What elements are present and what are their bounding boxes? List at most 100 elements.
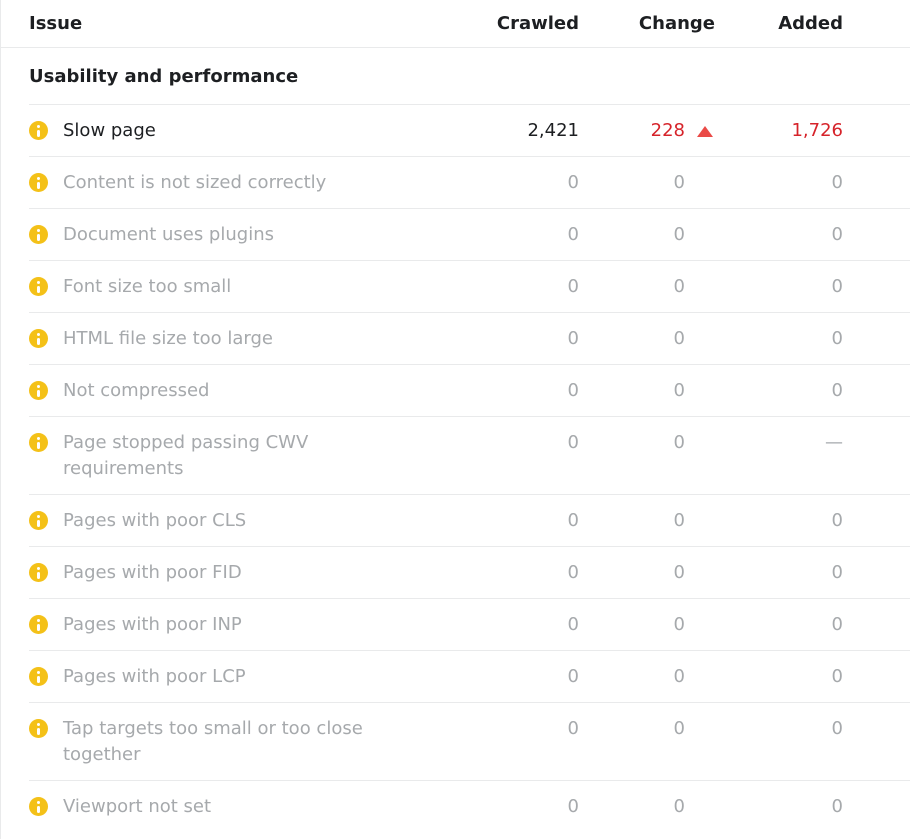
crawled-value: 0 [567, 276, 579, 297]
info-icon[interactable] [29, 511, 48, 530]
issue-label: Page stopped passing CWV requirements [63, 432, 309, 479]
change-value: 0 [673, 666, 685, 687]
info-icon[interactable] [29, 277, 48, 296]
trend-slot [685, 664, 715, 690]
info-icon[interactable] [29, 667, 48, 686]
issue-label: Document uses plugins [63, 224, 274, 245]
crawled-value: 0 [567, 380, 579, 401]
trend-slot [685, 222, 715, 248]
issue-label: Pages with poor FID [63, 562, 242, 583]
crawled-value: 0 [567, 224, 579, 245]
column-header-crawled: Crawled [496, 12, 579, 34]
trend-up-icon [697, 125, 713, 137]
info-icon[interactable] [29, 719, 48, 738]
change-value: 0 [673, 328, 685, 349]
issue-label: Pages with poor CLS [63, 510, 247, 531]
issue-label: Tap targets too small or too close toget… [63, 718, 363, 765]
trend-slot [685, 716, 715, 742]
trend-slot [685, 118, 715, 144]
info-icon[interactable] [29, 433, 48, 452]
change-value: 0 [673, 432, 685, 453]
issue-rows-container: Slow page 2,421 228 1,726 Content is not… [1, 105, 910, 833]
change-value: 0 [673, 562, 685, 583]
crawled-value: 0 [567, 328, 579, 349]
table-row[interactable]: HTML file size too large 0 0 0 [1, 313, 910, 365]
added-value: 0 [831, 796, 843, 817]
change-value: 0 [673, 224, 685, 245]
crawled-value: 2,421 [527, 120, 579, 141]
change-value: 0 [673, 172, 685, 193]
added-value: 0 [831, 562, 843, 583]
trend-slot [685, 612, 715, 638]
info-icon[interactable] [29, 615, 48, 634]
crawled-value: 0 [567, 666, 579, 687]
change-value: 0 [673, 510, 685, 531]
change-value: 0 [673, 380, 685, 401]
added-value: 0 [831, 224, 843, 245]
trend-slot [685, 560, 715, 586]
column-header-added: Added [778, 12, 843, 34]
info-icon[interactable] [29, 797, 48, 816]
change-value: 0 [673, 276, 685, 297]
table-row[interactable]: Viewport not set 0 0 0 [1, 781, 910, 833]
info-icon[interactable] [29, 173, 48, 192]
crawled-value: 0 [567, 172, 579, 193]
crawled-value: 0 [567, 562, 579, 583]
table-row[interactable]: Pages with poor LCP 0 0 0 [1, 651, 910, 703]
change-value: 228 [650, 120, 685, 141]
table-row[interactable]: Pages with poor CLS 0 0 0 [1, 495, 910, 547]
issue-label: Pages with poor INP [63, 614, 242, 635]
added-value: 1,726 [791, 120, 843, 141]
table-row[interactable]: Tap targets too small or too close toget… [1, 703, 910, 781]
trend-slot [685, 794, 715, 820]
trend-slot [685, 508, 715, 534]
issue-label: Not compressed [63, 380, 210, 401]
issue-label: Font size too small [63, 276, 232, 297]
table-row[interactable]: Pages with poor FID 0 0 0 [1, 547, 910, 599]
info-icon[interactable] [29, 563, 48, 582]
crawled-value: 0 [567, 614, 579, 635]
table-row[interactable]: Content is not sized correctly 0 0 0 [1, 157, 910, 209]
crawled-value: 0 [567, 796, 579, 817]
table-row[interactable]: Not compressed 0 0 0 [1, 365, 910, 417]
trend-slot [685, 326, 715, 352]
crawled-value: 0 [567, 510, 579, 531]
added-value: 0 [831, 718, 843, 739]
table-row[interactable]: Document uses plugins 0 0 0 [1, 209, 910, 261]
change-value: 0 [673, 796, 685, 817]
section-header-row: Usability and performance [1, 48, 910, 105]
issue-label: HTML file size too large [63, 328, 273, 349]
info-icon[interactable] [29, 381, 48, 400]
table-row[interactable]: Pages with poor INP 0 0 0 [1, 599, 910, 651]
table-row[interactable]: Page stopped passing CWV requirements 0 … [1, 417, 910, 495]
column-header-change: Change [638, 12, 715, 34]
issue-label: Content is not sized correctly [63, 172, 327, 193]
added-value: 0 [831, 276, 843, 297]
added-value: 0 [831, 510, 843, 531]
trend-slot [685, 170, 715, 196]
info-icon[interactable] [29, 225, 48, 244]
change-value: 0 [673, 614, 685, 635]
issue-label: Pages with poor LCP [63, 666, 246, 687]
issue-label: Slow page [63, 120, 156, 141]
added-value: — [825, 432, 843, 453]
added-value: 0 [831, 380, 843, 401]
column-header-issue: Issue [29, 12, 83, 34]
table-row[interactable]: Slow page 2,421 228 1,726 [1, 105, 910, 157]
table-header-row: Issue Crawled Change Added [1, 0, 910, 48]
info-icon[interactable] [29, 329, 48, 348]
trend-slot [685, 378, 715, 404]
issue-label: Viewport not set [63, 796, 212, 817]
added-value: 0 [831, 328, 843, 349]
added-value: 0 [831, 666, 843, 687]
crawled-value: 0 [567, 432, 579, 453]
change-value: 0 [673, 718, 685, 739]
info-icon[interactable] [29, 121, 48, 140]
crawled-value: 0 [567, 718, 579, 739]
trend-slot [685, 430, 715, 456]
added-value: 0 [831, 172, 843, 193]
section-title: Usability and performance [29, 66, 299, 87]
trend-slot [685, 274, 715, 300]
table-row[interactable]: Font size too small 0 0 0 [1, 261, 910, 313]
